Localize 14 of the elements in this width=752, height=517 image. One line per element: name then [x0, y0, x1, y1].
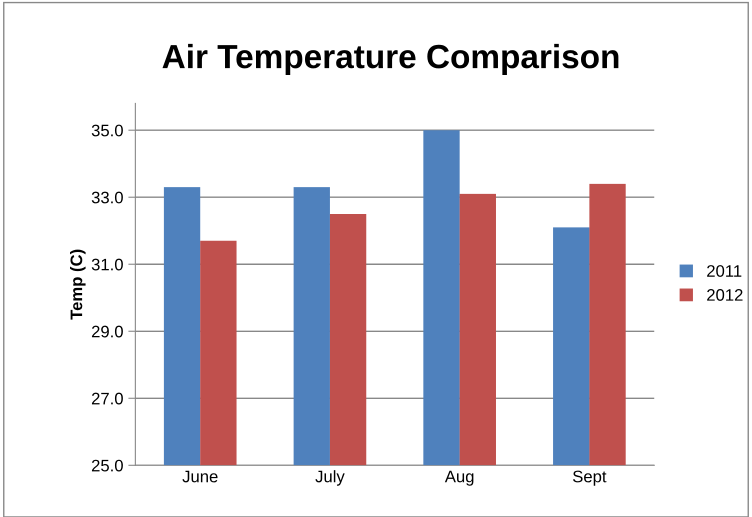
legend-label: 2011: [707, 265, 742, 277]
y-tick-label: 25.0: [92, 460, 123, 472]
x-tick-label: June: [182, 470, 218, 482]
chart-title: Air Temperature Comparison: [162, 44, 618, 75]
y-axis-title: Temp (C): [70, 250, 86, 320]
x-tick-label: Sept: [572, 470, 606, 486]
legend-label: 2012: [707, 289, 743, 301]
y-tick-label: 35.0: [92, 124, 123, 136]
y-tick-label: 33.0: [92, 192, 123, 204]
y-tick-label: 31.0: [92, 258, 123, 270]
x-tick-label: Aug: [444, 470, 474, 486]
y-tick-label: 27.0: [92, 392, 123, 404]
x-tick-label: July: [315, 470, 345, 486]
y-tick-label: 29.0: [92, 326, 123, 338]
